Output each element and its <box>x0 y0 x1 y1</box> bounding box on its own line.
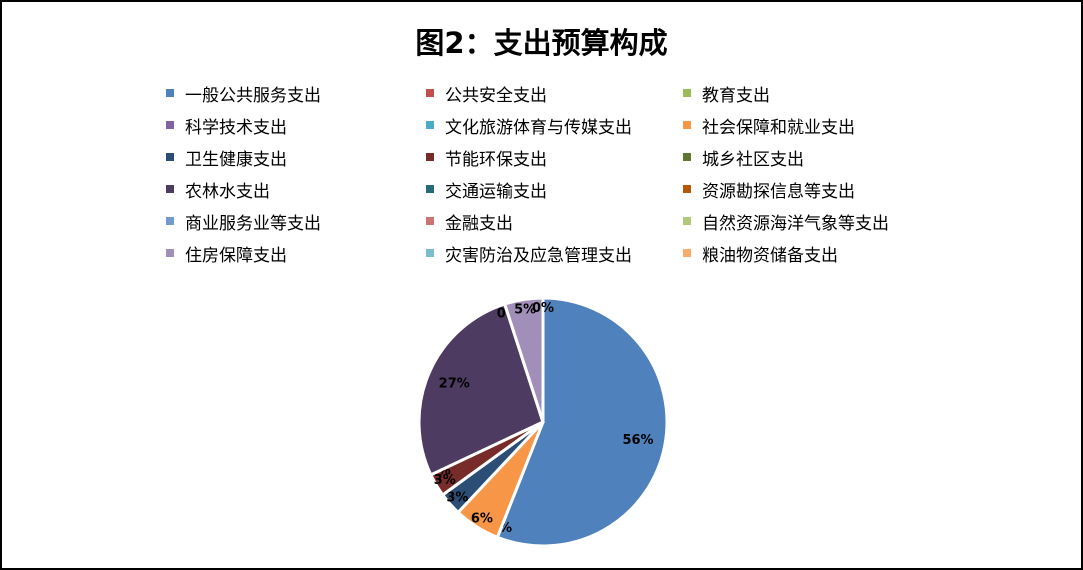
legend-item: 节能环保支出 <box>426 146 547 170</box>
legend-item: 卫生健康支出 <box>166 146 287 170</box>
legend-label: 交通运输支出 <box>445 181 547 202</box>
legend-item: 社会保障和就业支出 <box>683 114 855 138</box>
legend-swatch <box>426 89 434 97</box>
pie-data-label: 3% <box>434 473 456 488</box>
legend-item: 公共安全支出 <box>426 82 547 106</box>
legend-label: 公共安全支出 <box>445 85 547 106</box>
legend-swatch <box>683 89 691 97</box>
legend-swatch <box>166 249 174 257</box>
pie-slice <box>417 302 545 477</box>
pie-data-label: 6% <box>471 511 493 526</box>
legend-swatch <box>426 249 434 257</box>
pie-data-label: 27% <box>439 377 470 392</box>
legend-item: 一般公共服务支出 <box>166 82 321 106</box>
legend-label: 卫生健康支出 <box>185 149 287 170</box>
pie-data-label: 3% <box>446 490 468 505</box>
legend-item: 粮油物资储备支出 <box>683 242 838 266</box>
legend-label: 科学技术支出 <box>185 117 287 138</box>
legend-swatch <box>683 121 691 129</box>
legend-swatch <box>166 217 174 225</box>
legend-label: 粮油物资储备支出 <box>702 245 838 266</box>
legend-item: 灾害防治及应急管理支出 <box>426 242 632 266</box>
legend-swatch <box>166 89 174 97</box>
legend-label: 一般公共服务支出 <box>185 85 321 106</box>
legend-swatch <box>683 153 691 161</box>
legend-label: 农林水支出 <box>185 181 270 202</box>
legend-item: 科学技术支出 <box>166 114 287 138</box>
legend-swatch <box>683 217 691 225</box>
pie-data-label: 56% <box>622 433 653 448</box>
pie-slice <box>502 296 545 423</box>
legend-item: 城乡社区支出 <box>683 146 804 170</box>
legend-swatch <box>426 121 434 129</box>
legend-item: 资源勘探信息等支出 <box>683 178 855 202</box>
pie-data-label: 0% <box>532 301 554 316</box>
legend-label: 社会保障和就业支出 <box>702 117 855 138</box>
chart-title: 图2：支出预算构成 <box>415 26 668 60</box>
legend-item: 商业服务业等支出 <box>166 210 321 234</box>
legend-item: 住房保障支出 <box>166 242 287 266</box>
legend-item: 教育支出 <box>683 82 770 106</box>
legend-item: 金融支出 <box>426 210 513 234</box>
legend-item: 文化旅游体育与传媒支出 <box>426 114 632 138</box>
legend-label: 文化旅游体育与传媒支出 <box>445 117 632 138</box>
legend-label: 金融支出 <box>445 213 513 234</box>
legend-label: 节能环保支出 <box>445 149 547 170</box>
legend-swatch <box>683 185 691 193</box>
legend-label: 城乡社区支出 <box>702 149 804 170</box>
pie-slice <box>495 296 669 548</box>
legend-label: 自然资源海洋气象等支出 <box>702 213 889 234</box>
legend-label: 灾害防治及应急管理支出 <box>445 245 632 266</box>
legend-item: 交通运输支出 <box>426 178 547 202</box>
legend-label: 商业服务业等支出 <box>185 213 321 234</box>
legend-swatch <box>683 249 691 257</box>
legend-swatch <box>166 121 174 129</box>
pie-data-label: 5% <box>514 302 536 317</box>
legend-swatch <box>426 217 434 225</box>
legend-label: 教育支出 <box>702 85 770 106</box>
legend-swatch <box>426 185 434 193</box>
legend-swatch <box>166 185 174 193</box>
legend-swatch <box>166 153 174 161</box>
legend-swatch <box>426 153 434 161</box>
legend-label: 住房保障支出 <box>185 245 287 266</box>
legend-item: 自然资源海洋气象等支出 <box>683 210 889 234</box>
legend-label: 资源勘探信息等支出 <box>702 181 855 202</box>
legend-item: 农林水支出 <box>166 178 270 202</box>
